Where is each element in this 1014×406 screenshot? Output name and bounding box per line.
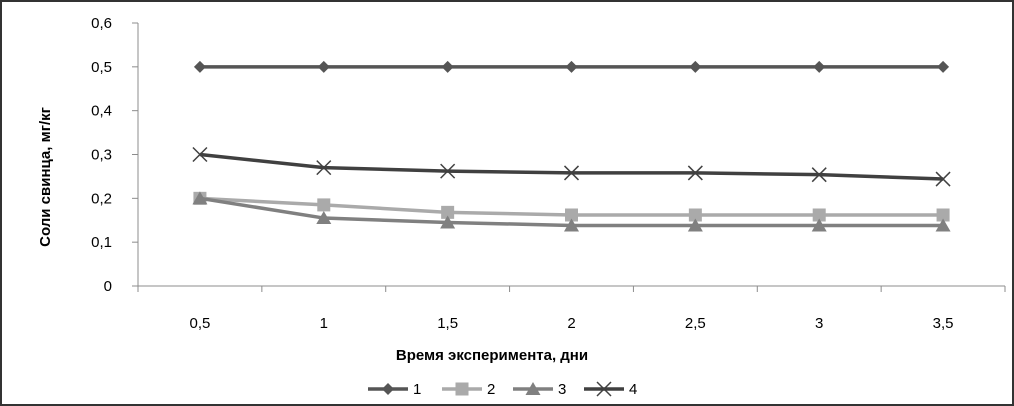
data-point [192,146,208,163]
legend-marker [525,382,541,395]
x-axis-title: Время эксперимента, дни [396,347,588,364]
data-point [316,160,332,176]
data-point [440,163,456,179]
data-point [441,205,455,219]
data-point [193,60,206,73]
legend-marker [382,383,394,395]
y-axis-title: Соли свинца, мг/кг [37,107,54,247]
y-axis: 0 0,1 0,2 0,3 0,4 0,5 0,6 [91,15,139,295]
data-point [937,60,950,73]
data-point [935,171,951,187]
data-point [317,60,330,73]
x-tick-label: 2,5 [685,315,706,332]
x-tick-label: 1 [320,315,328,332]
data-point [813,60,826,73]
legend-label: 1 [413,381,421,398]
data-point [563,165,580,181]
legend-label: 2 [487,381,495,398]
y-tick-label: 0,4 [91,103,112,120]
data-point [316,211,332,225]
data-point [440,215,456,229]
y-tick-label: 0,5 [91,59,112,76]
x-tick-label: 3,5 [933,315,954,332]
data-point [936,208,950,222]
y-tick-label: 0,2 [91,190,112,207]
y-tick-label: 0 [104,278,112,295]
x-tick-label: 2 [567,315,575,332]
data-point [317,198,331,212]
x-tick-label: 1,5 [437,315,458,332]
legend-item-3: 3 [513,381,566,398]
legend-item-2: 2 [442,381,495,398]
x-tick-label: 0,5 [189,315,210,332]
legend-label: 3 [558,381,566,398]
legend-marker [455,382,469,396]
x-axis: 0,5 1 1,5 2 2,5 3 3,5 [137,285,1006,332]
data-point [687,165,703,181]
data-point [812,208,826,222]
data-point [192,191,208,205]
series-1 [193,60,950,73]
data-point [565,60,578,73]
data-point [687,218,703,232]
data-point [811,218,827,232]
data-point [689,60,702,73]
legend: 1 2 3 4 [368,381,637,398]
legend-marker [596,381,612,397]
series-4 [192,146,951,187]
data-point [441,60,454,73]
y-tick-label: 0,6 [91,15,112,32]
series-3 [192,191,951,232]
x-tick-label: 3 [815,315,823,332]
data-point [935,218,951,232]
legend-item-1: 1 [368,381,421,398]
y-tick-label: 0,3 [91,147,112,164]
y-tick-label: 0,1 [91,234,112,251]
legend-item-4: 4 [584,381,637,398]
series-layer [192,60,951,232]
data-point [688,208,702,222]
data-point [811,167,827,183]
data-point [564,218,579,232]
series-2 [193,191,950,222]
legend-label: 4 [629,381,637,398]
data-point [565,208,578,222]
